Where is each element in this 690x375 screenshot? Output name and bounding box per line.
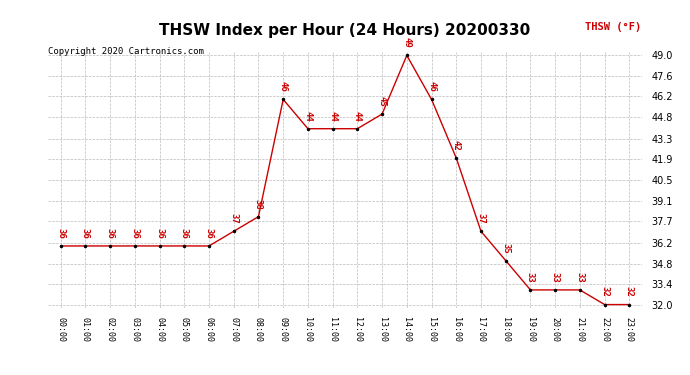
Text: 36: 36 — [81, 228, 90, 238]
Text: 37: 37 — [229, 213, 238, 224]
Text: 32: 32 — [625, 286, 634, 297]
Text: 37: 37 — [477, 213, 486, 224]
Text: 49: 49 — [402, 38, 411, 48]
Text: Copyright 2020 Cartronics.com: Copyright 2020 Cartronics.com — [48, 47, 204, 56]
Text: 36: 36 — [204, 228, 213, 238]
Text: 36: 36 — [106, 228, 115, 238]
Text: 33: 33 — [526, 272, 535, 283]
Text: 46: 46 — [279, 81, 288, 92]
Text: 36: 36 — [130, 228, 139, 238]
Text: 38: 38 — [254, 198, 263, 209]
Text: 42: 42 — [452, 140, 461, 151]
Text: 46: 46 — [427, 81, 436, 92]
Text: 44: 44 — [304, 111, 313, 122]
Text: THSW Index per Hour (24 Hours) 20200330: THSW Index per Hour (24 Hours) 20200330 — [159, 22, 531, 38]
Text: 45: 45 — [377, 96, 386, 107]
Text: 32: 32 — [600, 286, 609, 297]
Text: 33: 33 — [551, 272, 560, 283]
Text: 44: 44 — [328, 111, 337, 122]
Text: 33: 33 — [575, 272, 584, 283]
Text: 36: 36 — [56, 228, 65, 238]
Text: 36: 36 — [180, 228, 189, 238]
Text: THSW (°F): THSW (°F) — [585, 22, 642, 32]
Text: 35: 35 — [501, 243, 510, 253]
Text: 36: 36 — [155, 228, 164, 238]
Text: 44: 44 — [353, 111, 362, 122]
